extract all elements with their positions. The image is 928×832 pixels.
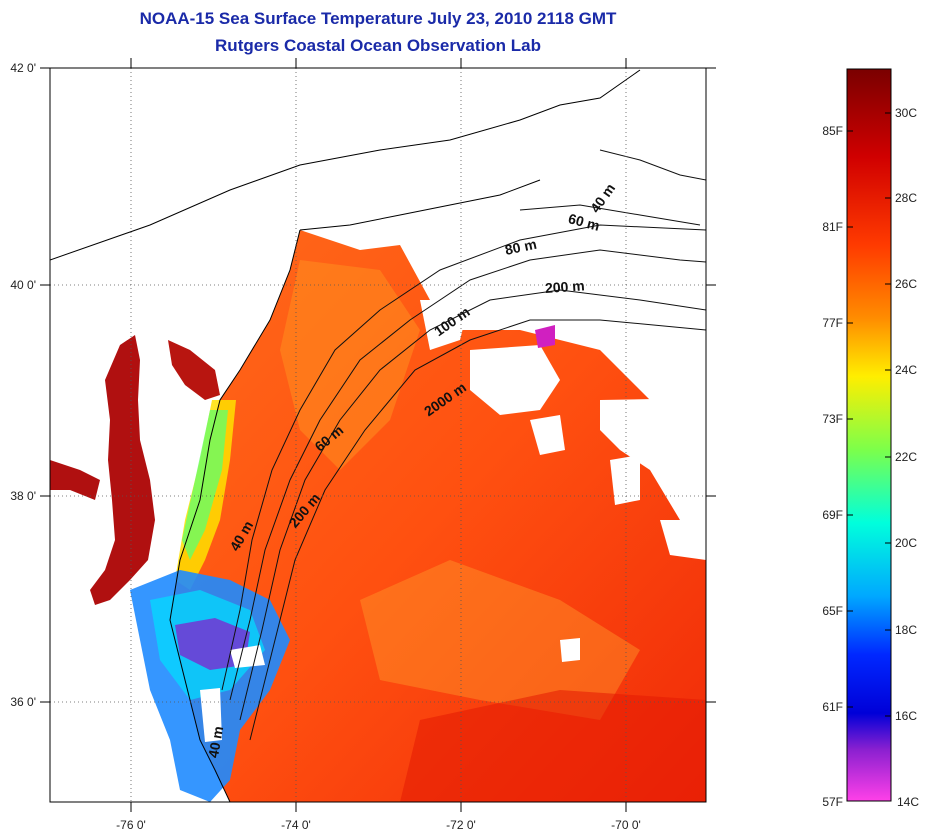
delaware-bay xyxy=(168,340,220,400)
colorbar-f-label: 57F xyxy=(822,795,843,809)
contour-label: 40 m xyxy=(205,725,226,759)
isobath-contour xyxy=(229,249,706,701)
map-plot-area: 40 m 60 m 80 m 200 m 100 m 2000 m 60 m 2… xyxy=(50,68,706,802)
colorbar-f-label: 81F xyxy=(822,220,843,234)
colorbar-f-label: 85F xyxy=(822,124,843,138)
contour-label: 200 m xyxy=(544,277,585,296)
colorbar-c-label: 22C xyxy=(895,450,917,464)
map-frame xyxy=(49,67,707,803)
colorbar-f-label: 69F xyxy=(822,508,843,522)
graticule xyxy=(50,68,706,802)
map-subtitle: Rutgers Coastal Ocean Observation Lab xyxy=(215,36,541,55)
lon-tick-label: -70 0' xyxy=(611,818,641,832)
lat-tick-label: 36 0' xyxy=(10,695,36,709)
contour-label: 60 m xyxy=(567,210,602,234)
colorbar-ticks xyxy=(847,112,891,717)
colorbar-c-label: 26C xyxy=(895,277,917,291)
lon-tick-label: -72 0' xyxy=(446,818,476,832)
colorbar-f-label: 61F xyxy=(822,700,843,714)
lat-tick-label: 40 0' xyxy=(10,278,36,292)
lon-tick-label: -76 0' xyxy=(116,818,146,832)
colorbar-c-label: 16C xyxy=(895,709,917,723)
colorbar-f-label: 65F xyxy=(822,604,843,618)
cloud-patch xyxy=(470,345,560,415)
axis-ticks xyxy=(40,58,716,812)
colorbar-c-label: 24C xyxy=(895,363,917,377)
colorbar-c-label: 30C xyxy=(895,106,917,120)
colorbar-c-label: 18C xyxy=(895,623,917,637)
colorbar-c-label: 20C xyxy=(895,536,917,550)
map-title: NOAA-15 Sea Surface Temperature July 23,… xyxy=(139,9,617,28)
colorbar xyxy=(846,68,892,802)
colorbar-f-label: 77F xyxy=(822,316,843,330)
colorbar-c-label: 28C xyxy=(895,191,917,205)
lon-tick-label: -74 0' xyxy=(281,818,311,832)
coastline xyxy=(50,69,641,802)
contour-label: 80 m xyxy=(503,236,538,258)
colorbar-f-label: 73F xyxy=(822,412,843,426)
chesapeake-bay xyxy=(90,335,155,605)
lat-tick-label: 38 0' xyxy=(10,489,36,503)
colorbar-c-label: 14C xyxy=(897,795,919,809)
lat-tick-label: 42 0' xyxy=(10,61,36,75)
